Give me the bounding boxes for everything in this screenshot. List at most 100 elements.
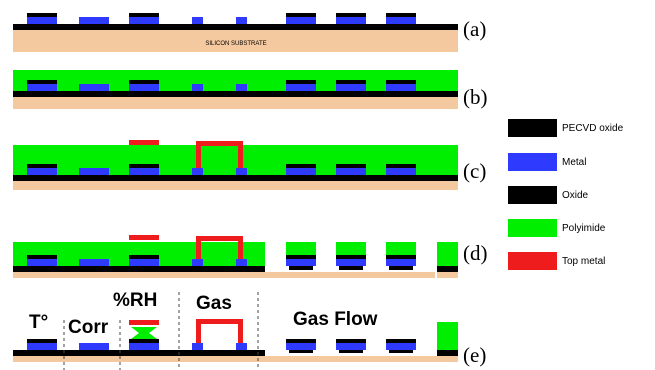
pecvd-oxide-cap [386,13,416,17]
legend-label-metal: Metal [562,157,586,168]
step-b: (b) [13,70,488,109]
oxide-layer [13,266,265,272]
metal-pad [27,168,57,175]
pecvd-oxide-cap [286,255,316,259]
pecvd-oxide-cap [286,13,316,17]
step-a: SILICON SUBSTRATE (a) [13,13,486,52]
pecvd-oxide-cap [386,164,416,168]
polyimide-pillar [386,242,416,255]
legend-label-pecvd-oxide: PECVD oxide [562,123,624,134]
oxide-layer [437,350,458,356]
pecvd-oxide-cap [336,13,366,17]
pecvd-oxide-cap [27,339,57,343]
metal-pad [236,259,247,266]
pecvd-oxide-cap [129,13,159,17]
metal-pad [286,343,316,350]
legend-swatch-pecvd-oxide [508,119,557,137]
polyimide-pillar [336,242,366,255]
metal-pad [129,17,159,24]
pecvd-oxide-cap [336,80,366,84]
metal-pad [386,343,416,350]
metal-pad [79,343,109,350]
oxide-layer [339,266,363,270]
polyimide-layer [437,242,458,266]
metal-pad [336,168,366,175]
legend-label-polyimide: Polyimide [562,223,606,234]
pecvd-oxide-cap [336,164,366,168]
metal-pad [192,168,203,175]
metal-pad [79,17,109,24]
step-c: (c) [13,140,486,190]
step-b-label: (b) [463,85,488,109]
region-label-temperature: T° [29,312,48,333]
pecvd-oxide-cap [286,164,316,168]
metal-pad [27,84,57,91]
metal-pad [336,17,366,24]
legend: PECVD oxide Metal Oxide Polyimide Top me… [508,119,624,270]
top-metal-plate [129,320,159,325]
oxide-layer [13,24,458,30]
substrate [13,30,458,52]
step-c-label: (c) [463,159,486,183]
top-metal-plate [129,140,159,145]
oxide-layer [13,350,265,356]
metal-pad [192,259,203,266]
polyimide-pillar [286,242,316,255]
top-metal-plate [129,235,159,240]
metal-pad [386,259,416,266]
polyimide-layer [437,322,458,350]
metal-pad [386,17,416,24]
substrate-text: SILICON SUBSTRATE [205,41,266,47]
substrate [437,272,458,278]
substrate [13,181,458,190]
region-label-corrosion: Corr [68,317,109,338]
metal-pad [79,84,109,91]
metal-pad [286,168,316,175]
oxide-layer [437,266,458,272]
metal-pad [336,84,366,91]
pecvd-oxide-cap [129,80,159,84]
substrate [13,272,265,278]
step-a-label: (a) [463,17,486,41]
oxide-layer [289,350,313,353]
legend-label-top-metal: Top metal [562,256,605,267]
step-e-label: (e) [463,343,486,367]
metal-pad [79,168,109,175]
oxide-layer [389,266,413,270]
pecvd-oxide-cap [27,13,57,17]
metal-pad [27,343,57,350]
oxide-layer [339,350,363,353]
metal-pad [386,84,416,91]
pecvd-oxide-cap [27,255,57,259]
metal-pad [129,84,159,91]
legend-swatch-oxide [508,186,557,204]
metal-pad [236,17,247,24]
pecvd-oxide-cap [27,164,57,168]
metal-pad [129,343,159,350]
substrate [13,356,458,362]
oxide-layer [389,350,413,353]
substrate [13,97,458,109]
metal-pad [236,343,247,350]
metal-pad [336,259,366,266]
metal-pad [192,343,203,350]
pecvd-oxide-cap [336,339,366,343]
metal-pad [236,84,247,91]
metal-pad [286,84,316,91]
humidity-polyimide [131,327,157,339]
oxide-layer [13,175,458,181]
pecvd-oxide-cap [286,339,316,343]
metal-pad [286,259,316,266]
region-label-humidity: %RH [113,290,157,311]
substrate [265,272,435,278]
oxide-layer [289,266,313,270]
pecvd-oxide-cap [129,164,159,168]
metal-pad [192,17,203,24]
metal-pad [129,259,159,266]
metal-pad [27,17,57,24]
top-metal-bridge [196,319,243,343]
pecvd-oxide-cap [27,80,57,84]
region-label-gas-flow: Gas Flow [293,309,378,330]
top-metal-bridge [196,236,243,259]
